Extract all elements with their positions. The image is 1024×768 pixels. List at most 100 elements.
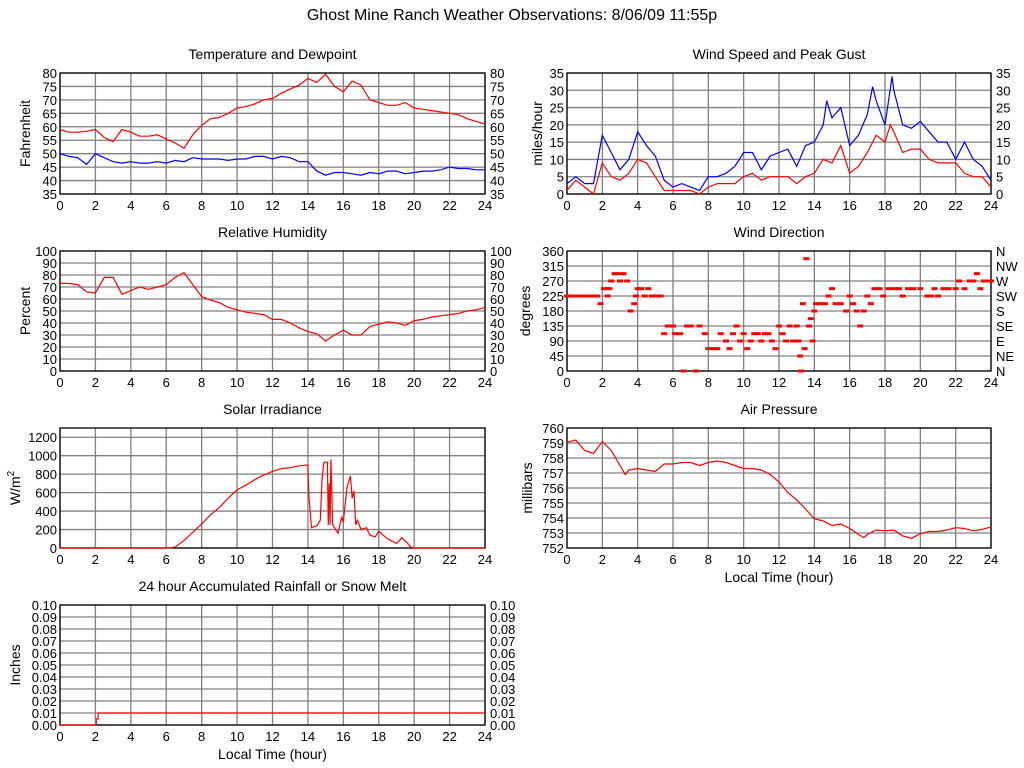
y-tick-label: 65 — [43, 106, 57, 121]
x-tick-label: 4 — [127, 375, 134, 390]
y-tick-label: 757 — [542, 466, 564, 481]
data-point — [717, 332, 724, 336]
x-tick-label: 24 — [984, 552, 998, 567]
y-tick-label: 10 — [550, 152, 564, 167]
data-point — [807, 317, 814, 321]
y-tick-label: 0 — [557, 364, 564, 379]
y-axis-label: W/m2 — [6, 470, 23, 505]
data-point — [843, 309, 850, 313]
x-tick-label: 10 — [230, 729, 244, 744]
x-tick-label: 0 — [56, 729, 63, 744]
data-point — [617, 279, 623, 283]
chart-title: Air Pressure — [740, 401, 817, 417]
plot-border — [566, 250, 992, 372]
data-point — [956, 279, 963, 283]
y-tick-label-right: SE — [996, 319, 1014, 334]
data-point — [837, 302, 844, 306]
x-tick-label: 24 — [478, 198, 492, 213]
x-tick-label: 2 — [599, 198, 606, 213]
data-point — [896, 287, 903, 291]
x-tick-label: 0 — [56, 198, 63, 213]
y-tick-label: 180 — [542, 304, 564, 319]
x-tick-label: 22 — [442, 375, 456, 390]
data-point — [890, 287, 897, 291]
data-point — [733, 324, 740, 328]
y-tick-label: 135 — [542, 319, 564, 334]
series-line-1 — [59, 152, 485, 176]
data-point — [601, 287, 608, 291]
data-point — [761, 332, 768, 336]
data-point — [754, 332, 761, 336]
x-tick-label: 0 — [563, 375, 570, 390]
data-point — [677, 332, 684, 336]
x-tick-label: 20 — [913, 198, 927, 213]
y-tick-label: 20 — [550, 118, 564, 133]
data-point — [924, 294, 931, 298]
y-tick-label: 20 — [43, 340, 57, 355]
x-tick-label: 18 — [372, 729, 386, 744]
x-tick-label: 22 — [442, 729, 456, 744]
data-point — [825, 294, 832, 298]
x-tick-label: 10 — [736, 198, 750, 213]
x-tick-label: 18 — [878, 552, 892, 567]
data-point — [811, 309, 818, 313]
rain-chart: 0 2 4 6 8 10 12 14 16 18 20 22 240.00 0.000.01 0.010.0… — [7, 578, 515, 762]
data-point — [816, 302, 823, 306]
data-point — [747, 339, 754, 343]
y-tick-label-right: 75 — [490, 79, 504, 94]
y-tick-label-right: NE — [996, 349, 1014, 364]
data-point — [806, 324, 813, 328]
plot-border — [59, 427, 486, 549]
data-point — [952, 287, 959, 291]
x-tick-label: 14 — [301, 198, 315, 213]
data-point — [876, 287, 883, 291]
x-tick-label: 4 — [127, 729, 134, 744]
data-point — [768, 339, 775, 343]
y-tick-label-right: 60 — [490, 292, 504, 307]
y-tick-label-right: E — [996, 334, 1005, 349]
y-tick-label-right: N — [996, 244, 1005, 259]
x-tick-label: 6 — [163, 375, 170, 390]
x-tick-label: 18 — [372, 552, 386, 567]
y-tick-label: 75 — [43, 79, 57, 94]
y-tick-label: 30 — [550, 83, 564, 98]
y-tick-label: 0 — [50, 541, 57, 556]
x-tick-label: 20 — [913, 375, 927, 390]
y-tick-label-right: 10 — [490, 352, 504, 367]
y-tick-label-right: 35 — [490, 187, 504, 202]
data-point — [917, 287, 924, 291]
y-tick-label-right: 55 — [490, 133, 504, 148]
y-tick-label: 35 — [550, 66, 564, 81]
x-tick-label: 12 — [265, 552, 279, 567]
y-tick-label: 0.03 — [32, 682, 57, 697]
x-tick-label: 16 — [842, 375, 856, 390]
y-tick-label-right: 0 — [490, 364, 497, 379]
data-point — [730, 332, 737, 336]
y-axis-label: millibars — [519, 462, 535, 513]
x-tick-label: 2 — [92, 198, 99, 213]
y-tick-label: 80 — [43, 268, 57, 283]
y-tick-label: 0.05 — [32, 658, 57, 673]
data-point — [904, 287, 911, 291]
x-tick-label: 18 — [372, 198, 386, 213]
data-point — [910, 287, 917, 291]
y-tick-label: 70 — [43, 280, 57, 295]
y-tick-label: 753 — [542, 526, 564, 541]
x-tick-label: 20 — [913, 552, 927, 567]
plot-border — [59, 250, 486, 372]
y-tick-label: 0.01 — [32, 706, 57, 721]
x-tick-label: 6 — [669, 375, 676, 390]
data-point — [853, 309, 860, 313]
data-point — [687, 324, 694, 328]
x-tick-label: 18 — [372, 375, 386, 390]
data-point — [670, 324, 676, 328]
data-point — [864, 294, 871, 298]
x-tick-label: 22 — [948, 552, 962, 567]
data-point — [740, 332, 747, 336]
x-tick-label: 20 — [407, 552, 421, 567]
y-tick-label: 0.09 — [32, 610, 57, 625]
data-point — [867, 302, 874, 306]
x-tick-label: 24 — [478, 552, 492, 567]
